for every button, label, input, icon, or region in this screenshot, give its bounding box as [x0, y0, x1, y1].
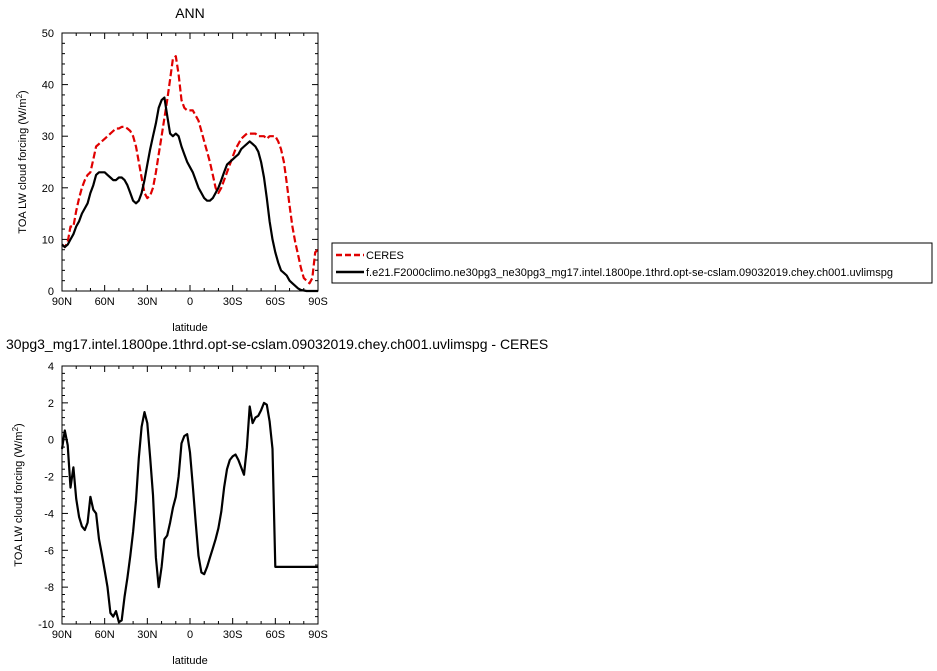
top-x-tick-label: 90S [308, 296, 328, 308]
bottom-y-tick-label: -4 [44, 508, 54, 520]
bottom-y-tick-label: 0 [48, 435, 54, 447]
bottom-tick-layer: 90N 60N 30N 0 30S 60S 90S -10 -8 -6 -4 -2 0 2 4 [38, 361, 328, 641]
top-y-tick-label: 20 [42, 183, 54, 195]
legend: CERES f.e21.F2000climo.ne30pg3_ne30pg3_m… [331, 242, 933, 284]
bottom-x-tick-label: 30N [137, 629, 157, 641]
top-y-axis-label: TOA LW cloud forcing (W/m2) [15, 90, 29, 233]
top-series-layer [61, 55, 319, 293]
top-y-tick-label: 50 [42, 28, 54, 40]
bottom-series-layer [60, 401, 318, 624]
bottom-y-tick-label: 2 [48, 398, 54, 410]
bottom-y-tick-label: -10 [38, 619, 54, 631]
top-y-tick-label: 30 [42, 131, 54, 143]
top-plot-frame [61, 32, 319, 292]
bottom-x-tick-label: 60N [95, 629, 115, 641]
bottom-series-line-1 [60, 401, 318, 624]
bottom-y-tick-label: -2 [44, 472, 54, 484]
legend-model-label: f.e21.F2000climo.ne30pg3_ne30pg3_mg17.in… [366, 267, 893, 279]
bottom-x-tick-label: 90N [52, 629, 72, 641]
bottom-y-tick-label: -8 [44, 582, 54, 594]
top-x-tick-label: 60N [95, 296, 115, 308]
bottom-plot-frame [61, 365, 319, 625]
bottom-y-tick-label: 4 [48, 361, 54, 373]
bottom-x-tick-label: 60S [266, 629, 286, 641]
top-series-line-2 [61, 96, 318, 293]
top-y-tick-label: 40 [42, 80, 54, 92]
legend-ceres-label: CERES [366, 250, 404, 262]
bottom-y-axis-label: TOA LW cloud forcing (W/m2) [11, 423, 25, 566]
top-y-tick-label: 0 [48, 286, 54, 298]
top-x-tick-label: 30N [137, 296, 157, 308]
top-tick-layer: 90N 60N 30N 0 30S 60S 90S 0 10 20 30 40 50 [42, 28, 328, 308]
bottom-x-tick-label: 0 [187, 629, 193, 641]
legend-box [331, 242, 933, 284]
top-x-tick-label: 90N [52, 296, 72, 308]
top-x-axis-label: latitude [172, 322, 207, 334]
top-y-tick-label: 10 [42, 234, 54, 246]
top-x-tick-label: 60S [266, 296, 286, 308]
top-series-line-1 [61, 55, 319, 285]
bottom-x-axis-label: latitude [172, 655, 207, 667]
bottom-y-tick-label: -6 [44, 545, 54, 557]
top-x-tick-label: 30S [223, 296, 243, 308]
bottom-panel: 30pg3_mg17.intel.1800pe.1thrd.opt-se-csl… [6, 336, 548, 667]
bottom-x-tick-label: 30S [223, 629, 243, 641]
bottom-x-tick-label: 90S [308, 629, 328, 641]
top-panel: ANN 90N 60N 30N 0 30S 60S 90S 0 10 20 30 40 50 latit… [15, 5, 933, 334]
top-x-tick-label: 0 [187, 296, 193, 308]
bottom-chart-title: 30pg3_mg17.intel.1800pe.1thrd.opt-se-csl… [6, 336, 548, 352]
top-chart-title: ANN [175, 5, 205, 21]
